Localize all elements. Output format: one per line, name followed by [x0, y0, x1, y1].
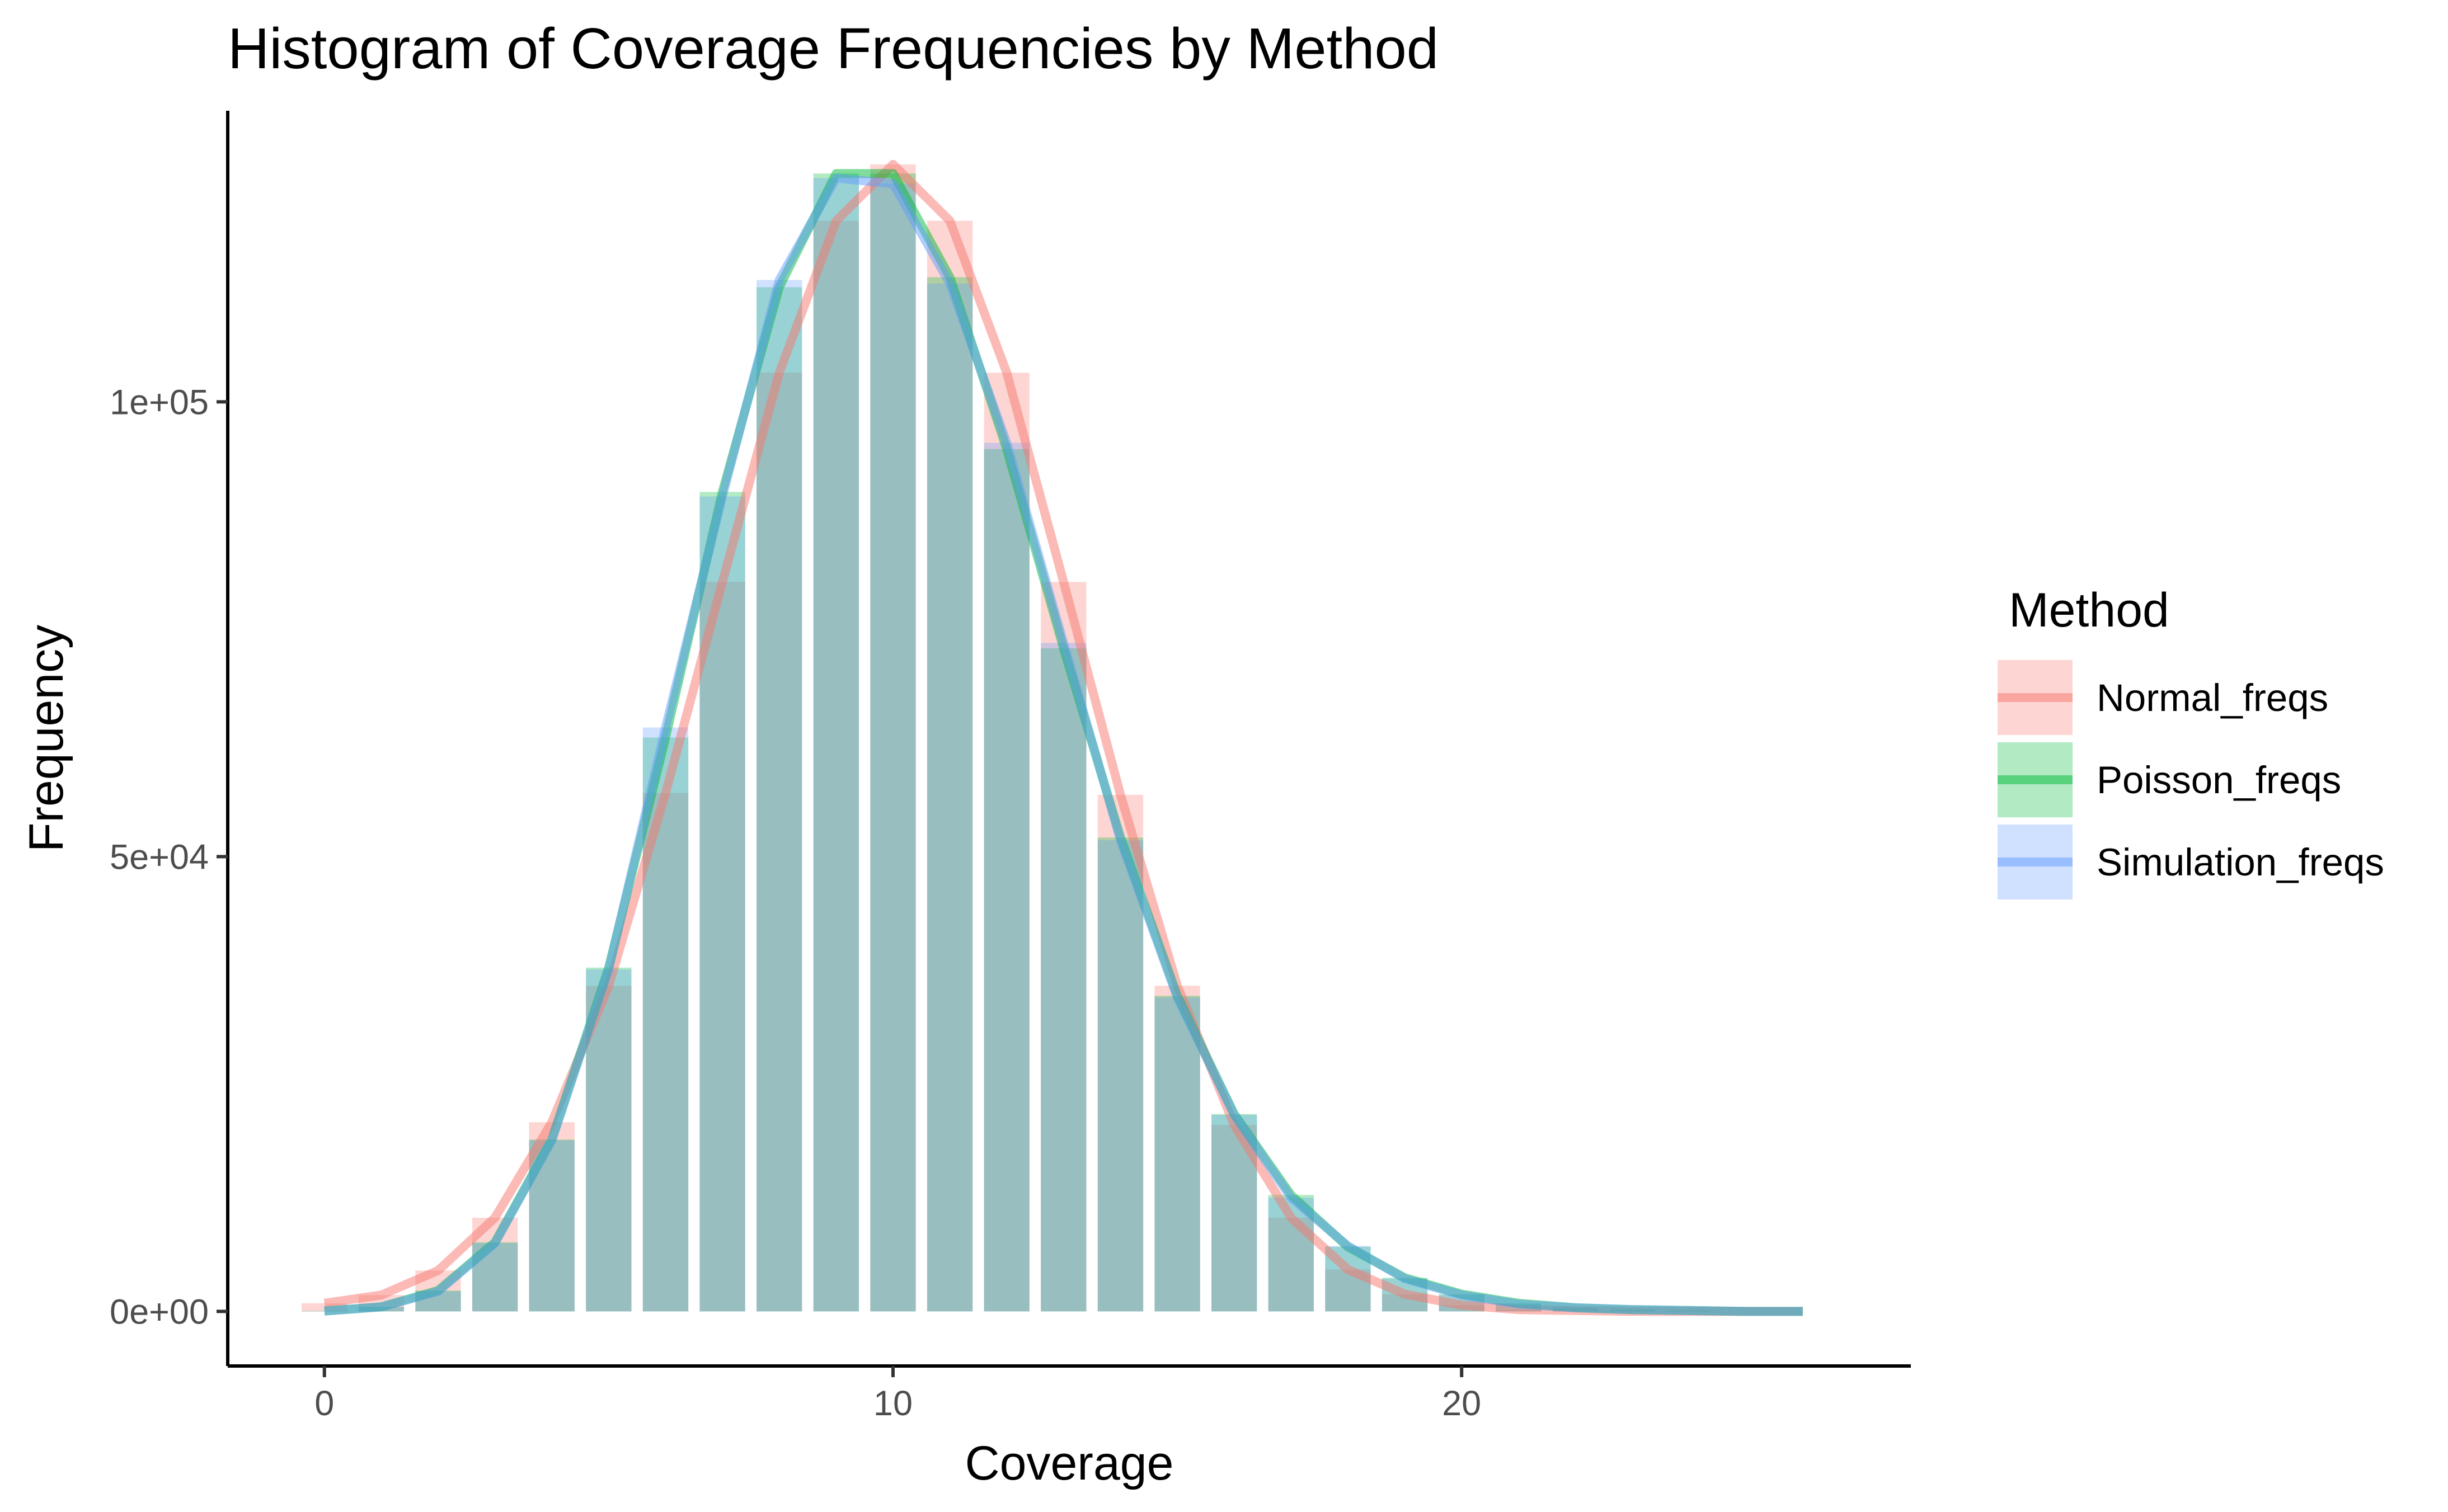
bar-Simulation_freqs-8 [757, 280, 802, 1312]
bar-Poisson_freqs-15 [1154, 996, 1200, 1312]
bar-Simulation_freqs-11 [927, 283, 973, 1312]
bar-Simulation_freqs-9 [813, 178, 859, 1312]
y-tick-label-0: 0e+00 [110, 1292, 209, 1331]
legend-label-Poisson_freqs: Poisson_freqs [2097, 759, 2341, 802]
chart-title: Histogram of Coverage Frequencies by Met… [228, 16, 1439, 81]
legend-label-Normal_freqs: Normal_freqs [2097, 676, 2328, 719]
bar-Simulation_freqs-7 [699, 496, 745, 1312]
x-axis-title: Coverage [965, 1436, 1174, 1490]
bar-Normal_freqs-10 [870, 164, 916, 1312]
bar-Normal_freqs-9 [813, 220, 859, 1312]
bar-Poisson_freqs-10 [870, 173, 916, 1312]
bar-Normal_freqs-7 [699, 582, 745, 1312]
bar-Simulation_freqs-12 [984, 442, 1030, 1312]
bar-Simulation_freqs-10 [870, 183, 916, 1312]
legend-title: Method [2009, 583, 2169, 637]
bar-Simulation_freqs-14 [1097, 840, 1144, 1312]
y-tick-label-2: 1e+05 [110, 383, 209, 422]
legend-items: Normal_freqs Poisson_freqs Simulation_freq… [1998, 660, 2384, 899]
bar-Simulation_freqs-6 [642, 727, 689, 1312]
bar-Poisson_freqs-11 [927, 277, 973, 1312]
bar-Poisson_freqs-8 [757, 287, 802, 1312]
bar-Poisson_freqs-13 [1041, 648, 1087, 1312]
bar-Normal_freqs-11 [927, 220, 973, 1312]
bar-Normal_freqs-5 [586, 986, 632, 1312]
y-axis-title: Frequency [20, 625, 73, 852]
x-tick-label-20: 20 [1442, 1384, 1481, 1423]
bar-Poisson_freqs-9 [813, 173, 859, 1312]
bar-Simulation_freqs-15 [1154, 997, 1200, 1312]
bar-Poisson_freqs-14 [1097, 837, 1144, 1312]
bar-Poisson_freqs-12 [984, 449, 1030, 1312]
x-axis-ticks: 0 10 20 [314, 1366, 1481, 1423]
line-Simulation_freqs [324, 173, 1803, 1316]
x-tick-label-0: 0 [314, 1384, 334, 1423]
bar-Normal_freqs-8 [757, 373, 802, 1312]
bars-layer [302, 164, 1712, 1312]
y-tick-label-1: 5e+04 [110, 837, 209, 877]
bar-Normal_freqs-15 [1154, 986, 1200, 1312]
bar-Normal_freqs-12 [984, 373, 1030, 1312]
lines-layer [323, 159, 1803, 1316]
bar-Simulation_freqs-13 [1041, 643, 1087, 1312]
legend-label-Simulation_freqs: Simulation_freqs [2097, 841, 2384, 884]
bar-Normal_freqs-6 [642, 793, 689, 1312]
x-tick-label-10: 10 [873, 1384, 913, 1423]
bar-Poisson_freqs-0 [302, 1311, 347, 1312]
legend: Method Normal_freqs Poisson_freqs Simulati… [1998, 583, 2384, 899]
y-axis-ticks: 0e+00 5e+04 1e+05 [110, 383, 228, 1331]
bar-Simulation_freqs-0 [302, 1311, 347, 1312]
